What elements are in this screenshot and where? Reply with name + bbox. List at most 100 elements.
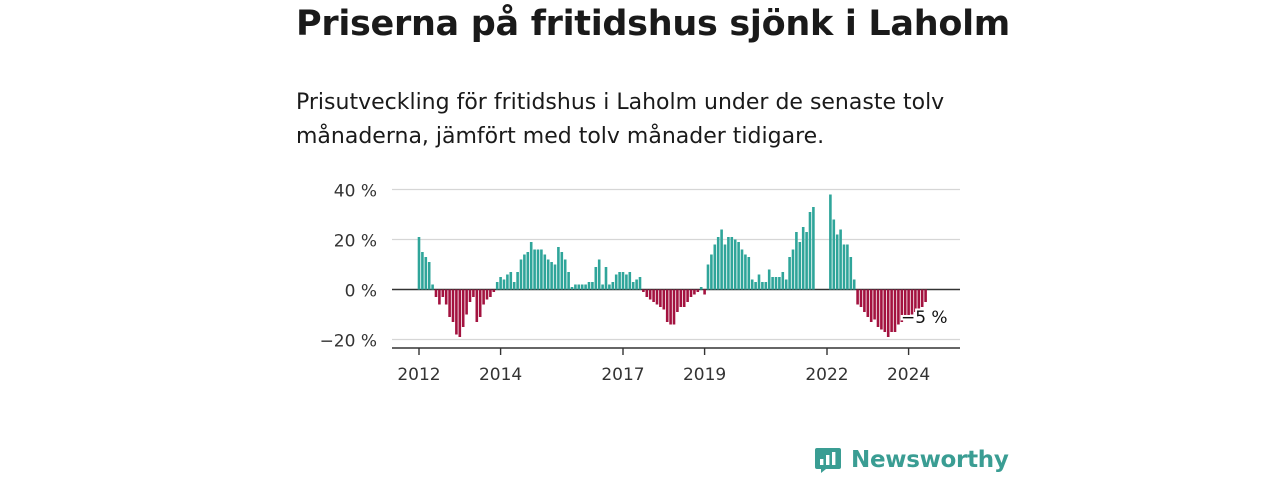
bar <box>540 249 543 290</box>
bar <box>682 289 686 307</box>
bar <box>557 247 560 290</box>
bar <box>478 289 482 317</box>
bar <box>893 289 897 332</box>
bar <box>608 284 611 290</box>
bar <box>628 272 632 290</box>
bar <box>761 282 764 290</box>
annotation-layer: −5 % <box>899 306 950 330</box>
bar <box>869 289 873 322</box>
bar <box>516 272 519 290</box>
bar <box>903 289 907 320</box>
newsworthy-logo-icon <box>815 448 841 473</box>
bar <box>880 289 883 330</box>
x-tick-label: 2014 <box>479 365 522 385</box>
bar <box>890 289 893 332</box>
bar <box>482 289 485 305</box>
bar <box>924 289 927 302</box>
bar <box>730 237 734 290</box>
bar <box>764 282 768 290</box>
bar <box>849 257 853 290</box>
bar <box>475 289 479 322</box>
bar <box>580 284 584 290</box>
bar <box>451 289 455 322</box>
bar <box>740 249 744 290</box>
bar <box>536 249 540 290</box>
bar <box>720 229 723 290</box>
x-tick-label: 2019 <box>683 365 726 385</box>
bar <box>495 282 499 290</box>
bar <box>638 277 642 290</box>
bar <box>563 259 567 290</box>
bar <box>842 244 846 290</box>
bar <box>662 289 666 310</box>
bar <box>788 257 791 290</box>
bar <box>672 289 676 325</box>
bar <box>655 289 659 305</box>
bar <box>665 289 669 322</box>
bar <box>465 289 468 315</box>
bar <box>737 242 740 290</box>
bar <box>676 289 679 312</box>
bar <box>856 289 859 305</box>
bar <box>859 289 863 307</box>
bar <box>774 277 778 290</box>
bar <box>801 227 805 290</box>
bar <box>625 274 628 290</box>
bar <box>472 289 475 297</box>
bar <box>866 289 870 317</box>
y-tick-label: 0 % <box>345 282 377 302</box>
x-tick-label: 2012 <box>397 365 440 385</box>
bar <box>546 259 550 290</box>
bar <box>716 237 720 290</box>
bar <box>427 262 431 290</box>
newsworthy-logo[interactable]: Newsworthy <box>814 446 1009 474</box>
bar <box>795 232 798 290</box>
bar <box>621 272 625 290</box>
bar <box>744 254 747 290</box>
bar <box>757 274 761 290</box>
bar <box>604 267 608 290</box>
bar <box>431 284 434 290</box>
bar <box>723 244 727 290</box>
bar <box>689 289 693 297</box>
bar <box>686 289 689 302</box>
page-title: Priserna på fritidshus sjönk i Laholm <box>296 4 1010 44</box>
bar <box>727 237 730 290</box>
bar <box>835 234 839 290</box>
bar <box>914 289 917 312</box>
bar <box>920 289 924 307</box>
bar <box>421 252 424 290</box>
bar <box>458 289 462 337</box>
bar <box>601 284 604 290</box>
bar <box>781 272 785 290</box>
bar <box>577 284 581 290</box>
bar <box>791 249 795 290</box>
page-subtitle: Prisutveckling för fritidshus i Laholm u… <box>296 90 945 149</box>
bar <box>597 259 601 290</box>
bar <box>642 289 645 292</box>
bar <box>703 289 706 295</box>
bar <box>594 267 598 290</box>
bar <box>767 269 771 290</box>
bar <box>461 289 465 327</box>
bar <box>492 289 496 292</box>
y-tick-label: −20 % <box>320 332 377 352</box>
bar <box>533 249 536 290</box>
bar <box>441 289 445 297</box>
bar <box>468 289 472 302</box>
bar <box>886 289 890 337</box>
bar <box>631 282 635 290</box>
bar <box>591 282 594 290</box>
x-tick-label: 2022 <box>805 365 848 385</box>
bar <box>883 289 887 332</box>
bar <box>574 284 577 290</box>
bar <box>611 282 615 290</box>
bar <box>750 279 754 290</box>
bar <box>526 252 530 290</box>
bar <box>873 289 876 320</box>
y-tick-label: 40 % <box>334 182 377 202</box>
bar <box>852 279 856 290</box>
bar <box>489 289 492 297</box>
bar <box>900 289 904 322</box>
bar <box>733 239 737 290</box>
